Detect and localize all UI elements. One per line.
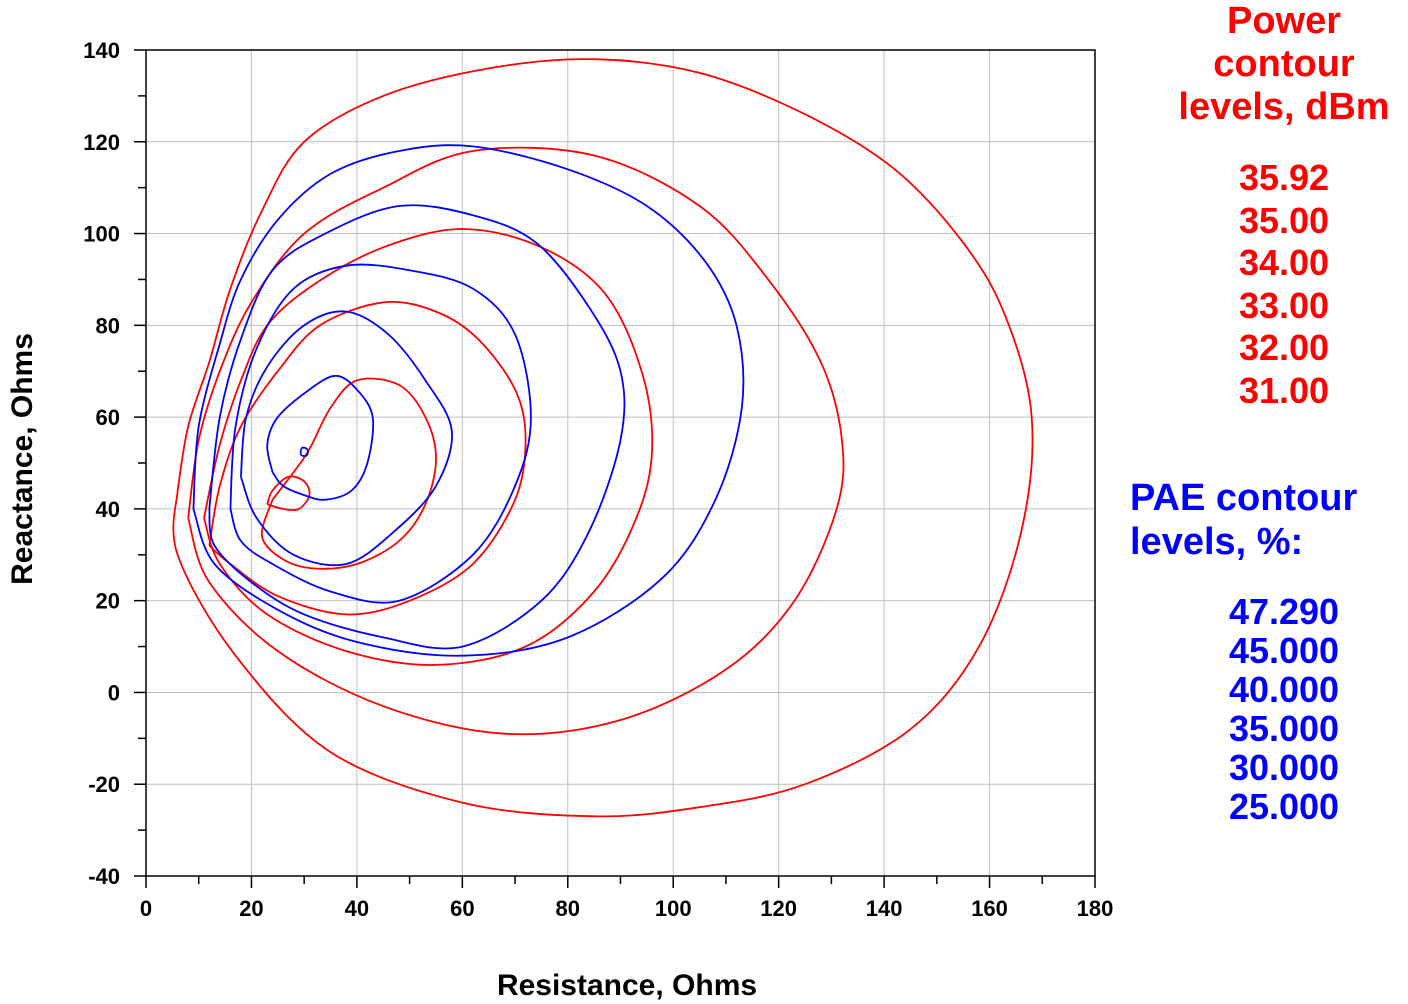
x-tick-label: 120 xyxy=(760,896,797,921)
grid-lines xyxy=(146,50,1095,876)
y-tick-label: 20 xyxy=(96,589,120,614)
x-axis-title: Resistance, Ohms xyxy=(497,969,757,1002)
power-legend-levels: 35.92 35.00 34.00 33.00 32.00 31.00 xyxy=(1160,157,1408,412)
y-tick-label: 120 xyxy=(83,130,120,155)
pae-level: 40.000 xyxy=(1228,669,1340,710)
power-level: 35.92 xyxy=(1238,157,1330,198)
y-tick-label: 0 xyxy=(108,680,120,705)
y-tick-label: 60 xyxy=(96,405,120,430)
power-level: 33.00 xyxy=(1238,284,1330,326)
power-contour-line xyxy=(208,300,527,616)
contour-series xyxy=(172,58,1034,818)
pae-level: 47.290 xyxy=(1228,591,1340,632)
pae-legend: PAE contour levels, %: 47.290 45.000 40.… xyxy=(1130,476,1408,826)
pae-legend-levels: 47.290 45.000 40.000 35.000 30.000 25.00… xyxy=(1130,592,1408,826)
y-tick-label: 100 xyxy=(83,222,120,247)
pae-level: 30.000 xyxy=(1228,747,1340,788)
power-contour-line xyxy=(266,475,311,512)
x-tick-label: 40 xyxy=(345,896,369,921)
pae-level: 35.000 xyxy=(1228,708,1340,749)
pae-contour-line xyxy=(240,310,453,567)
x-tick-label: 0 xyxy=(140,896,152,921)
power-legend: Power contour levels, dBm 35.92 35.00 34… xyxy=(1160,0,1408,412)
x-tick-label: 180 xyxy=(1077,896,1114,921)
power-level: 31.00 xyxy=(1238,369,1330,411)
power-level: 34.00 xyxy=(1238,242,1330,283)
power-level: 35.00 xyxy=(1238,199,1330,241)
power-level: 32.00 xyxy=(1238,327,1330,368)
pae-legend-title-line: PAE contour xyxy=(1130,477,1358,519)
power-contour-line xyxy=(260,377,437,570)
pae-contour-line xyxy=(266,374,375,501)
axes xyxy=(134,49,1096,888)
y-tick-label: 80 xyxy=(96,313,120,338)
pae-level: 45.000 xyxy=(1228,630,1340,671)
power-legend-title-line: Power xyxy=(1226,0,1342,42)
pae-legend-title-line: levels, %: xyxy=(1130,521,1304,563)
power-contour-line xyxy=(203,228,654,666)
y-axis-title: Reactance, Ohms xyxy=(6,333,39,585)
power-contour-line xyxy=(172,58,1034,818)
tick-labels: 0 20 40 60 80 100 120 140 160 180 -40 -20 0 20 40 60 80 1… xyxy=(83,38,1113,921)
pae-contour-line xyxy=(208,204,626,650)
pae-contour-line xyxy=(229,263,532,604)
plot-frame xyxy=(145,49,1096,877)
power-contour-line xyxy=(187,146,845,736)
y-tick-label: -40 xyxy=(88,864,120,889)
pae-level: 25.000 xyxy=(1228,786,1340,827)
x-tick-label: 160 xyxy=(971,896,1008,921)
x-tick-label: 100 xyxy=(655,896,692,921)
x-tick-label: 140 xyxy=(866,896,903,921)
y-tick-label: 140 xyxy=(83,38,120,63)
pae-contour-line xyxy=(299,446,309,457)
power-legend-title-line: contour xyxy=(1213,43,1355,85)
x-tick-label: 20 xyxy=(239,896,263,921)
y-tick-label: -20 xyxy=(88,772,120,797)
x-tick-label: 60 xyxy=(450,896,474,921)
x-tick-label: 80 xyxy=(556,896,580,921)
pae-contour-line xyxy=(192,144,745,657)
power-legend-title-line: levels, dBm xyxy=(1178,86,1390,128)
y-tick-label: 40 xyxy=(96,497,120,522)
